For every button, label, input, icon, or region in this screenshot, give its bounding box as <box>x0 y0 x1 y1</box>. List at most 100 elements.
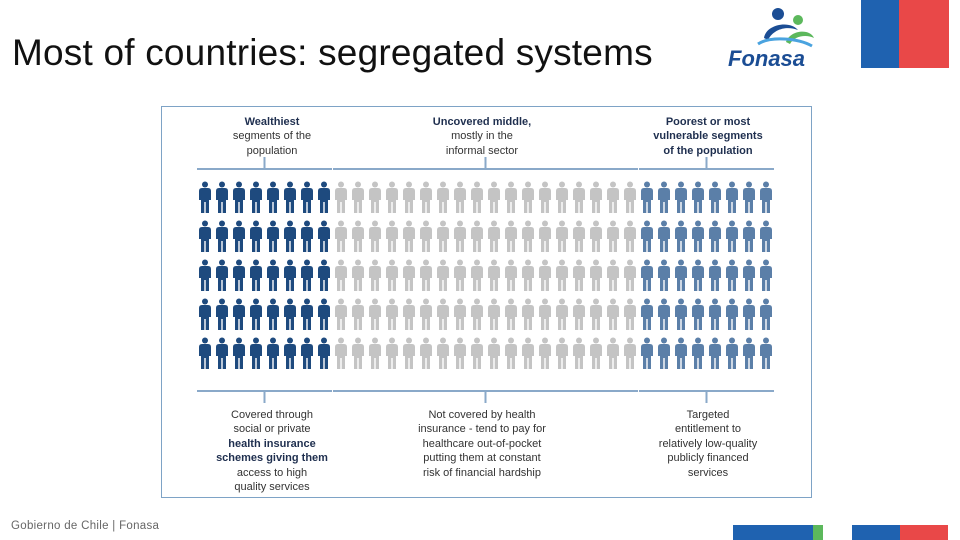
person-icon <box>301 298 313 330</box>
person-icon <box>301 220 313 252</box>
person-icon <box>454 337 466 369</box>
person-icon <box>624 337 636 369</box>
person-icon <box>454 259 466 291</box>
person-icon <box>573 259 585 291</box>
person-icon <box>420 337 432 369</box>
person-icon <box>403 181 415 213</box>
person-icon <box>199 220 211 252</box>
person-icon <box>522 259 534 291</box>
person-icon <box>267 298 279 330</box>
person-icon <box>437 259 449 291</box>
top-label-wealthiest-line3: population <box>246 144 298 157</box>
person-icon <box>369 259 381 291</box>
person-icon <box>488 181 500 213</box>
bottom-label-uncovered-line4: putting them at constant <box>423 452 541 465</box>
population-figure-grid <box>197 157 774 403</box>
logo-text: Fonasa <box>728 46 806 71</box>
person-icon <box>454 298 466 330</box>
person-icon <box>590 220 602 252</box>
person-icon <box>760 337 772 369</box>
bottom-label-poorest-line2: entitlement to <box>674 423 742 436</box>
bottom-label-wealthiest-line5: access to high <box>236 466 308 479</box>
person-icon <box>471 337 483 369</box>
person-icon <box>726 298 738 330</box>
footer-bar-green <box>813 525 823 540</box>
person-icon <box>641 220 653 252</box>
person-icon <box>709 337 721 369</box>
person-icon <box>335 337 347 369</box>
bottom-label-poorest-line3: relatively low-quality <box>658 437 758 450</box>
person-icon <box>301 337 313 369</box>
top-bracket-0 <box>197 157 332 170</box>
person-icon <box>607 259 619 291</box>
person-icon <box>471 298 483 330</box>
person-icon <box>522 337 534 369</box>
person-icon <box>352 337 364 369</box>
person-icon <box>556 220 568 252</box>
person-icon <box>709 298 721 330</box>
footer-bar-blue-2 <box>852 525 900 540</box>
flag-red-block <box>899 0 949 68</box>
person-icon <box>250 259 262 291</box>
person-icon <box>607 337 619 369</box>
person-icon <box>216 259 228 291</box>
person-icon <box>641 298 653 330</box>
person-icon <box>250 337 262 369</box>
person-icon <box>403 298 415 330</box>
person-icon <box>233 220 245 252</box>
person-icon <box>488 220 500 252</box>
person-icon <box>386 220 398 252</box>
person-icon <box>641 259 653 291</box>
person-icon <box>658 259 670 291</box>
person-icon <box>301 181 313 213</box>
person-icon <box>216 337 228 369</box>
diagram-panel: Wealthiest segments of the population Un… <box>161 106 812 498</box>
person-icon <box>199 337 211 369</box>
person-icon <box>675 259 687 291</box>
person-icon <box>403 259 415 291</box>
person-icon <box>335 259 347 291</box>
person-icon <box>284 220 296 252</box>
person-icon <box>488 259 500 291</box>
bottom-label-poorest: Targeted entitlement to relatively low-q… <box>638 408 778 480</box>
top-label-uncovered-bold: Uncovered middle, <box>432 116 532 128</box>
bottom-label-wealthiest-line1: Covered through <box>231 409 313 421</box>
person-icon <box>658 181 670 213</box>
person-icon <box>607 298 619 330</box>
person-icon <box>318 181 330 213</box>
person-icon <box>301 259 313 291</box>
bottom-label-uncovered-line3: healthcare out-of-pocket <box>422 437 542 450</box>
fonasa-logo: Fonasa <box>728 4 832 71</box>
person-icon <box>573 337 585 369</box>
person-icon <box>454 220 466 252</box>
person-icon <box>318 259 330 291</box>
person-icon <box>386 298 398 330</box>
person-icon <box>335 298 347 330</box>
person-icon <box>233 181 245 213</box>
person-icon <box>556 337 568 369</box>
person-icon <box>386 337 398 369</box>
person-icon <box>692 259 704 291</box>
person-icon <box>607 181 619 213</box>
bottom-label-uncovered: Not covered by health insurance - tend t… <box>387 408 577 480</box>
person-icon <box>488 337 500 369</box>
person-icon <box>318 298 330 330</box>
person-icon <box>743 298 755 330</box>
person-icon <box>335 220 347 252</box>
bottom-label-uncovered-line2: insurance - tend to pay for <box>418 423 546 436</box>
person-icon <box>624 259 636 291</box>
person-icon <box>352 298 364 330</box>
person-icon <box>590 298 602 330</box>
person-icon <box>335 181 347 213</box>
bottom-label-uncovered-line1: Not covered by health <box>428 409 536 421</box>
person-icon <box>403 337 415 369</box>
top-label-wealthiest: Wealthiest segments of the population <box>202 115 342 158</box>
person-icon <box>267 181 279 213</box>
bottom-label-poorest-line4: publicly financed <box>667 452 749 465</box>
person-icon <box>760 181 772 213</box>
person-icon <box>658 337 670 369</box>
person-icon <box>505 220 517 252</box>
person-icon <box>199 298 211 330</box>
person-icon <box>505 259 517 291</box>
person-icon <box>556 298 568 330</box>
